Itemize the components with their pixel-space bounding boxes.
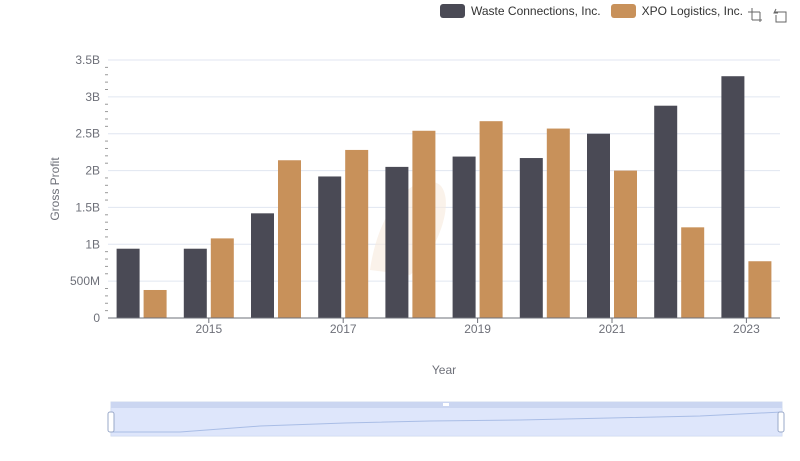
y-tick-label: 1B <box>85 237 100 251</box>
bar-xpo-logistics-2023[interactable] <box>748 261 772 318</box>
bar-waste-connections-2018[interactable] <box>385 166 409 318</box>
bar-xpo-logistics-2019[interactable] <box>479 121 503 318</box>
bar-waste-connections-2021[interactable] <box>587 133 610 318</box>
bar-waste-connections-2020[interactable] <box>519 158 543 318</box>
x-axis-title: Year <box>432 363 456 377</box>
bar-waste-connections-2014[interactable] <box>116 248 140 318</box>
grid-lines <box>108 59 780 282</box>
y-axis-ticks: 0 500M 1B 1.5B 2B 2.5B 3B 3.5B <box>70 53 108 325</box>
y-tick-label: 3.5B <box>75 53 100 67</box>
x-tick-label: 2015 <box>195 322 222 336</box>
legend-swatch <box>440 4 465 18</box>
legend-label: XPO Logistics, Inc. <box>641 4 743 18</box>
y-tick-label: 3B <box>85 90 100 104</box>
bar-xpo-logistics-2022[interactable] <box>681 227 705 318</box>
bar-xpo-logistics-2020[interactable] <box>546 128 570 318</box>
bar-xpo-logistics-2018[interactable] <box>412 130 436 318</box>
zoom-icon[interactable] <box>746 6 764 24</box>
y-tick-label: 2B <box>85 164 100 178</box>
bar-waste-connections-2017[interactable] <box>318 176 342 318</box>
x-tick-label: 2023 <box>733 322 760 336</box>
bar-xpo-logistics-2021[interactable] <box>614 170 637 318</box>
bar-waste-connections-2016[interactable] <box>251 213 274 318</box>
bar-waste-connections-2022[interactable] <box>654 105 678 319</box>
data-zoom-slider[interactable] <box>107 401 785 437</box>
bar-xpo-logistics-2017[interactable] <box>345 149 369 318</box>
legend-swatch <box>610 4 636 18</box>
bar-waste-connections-2015[interactable] <box>183 248 207 318</box>
legend-item-xpo-logistics[interactable]: XPO Logistics, Inc. <box>610 4 743 18</box>
y-tick-label: 2.5B <box>75 127 100 141</box>
x-tick-label: 2019 <box>464 322 491 336</box>
x-tick-label: 2021 <box>599 322 626 336</box>
y-tick-label: 500M <box>70 274 100 288</box>
restore-icon[interactable] <box>772 6 790 24</box>
slider-preview-line <box>111 411 783 433</box>
bar-waste-connections-2019[interactable] <box>452 156 476 318</box>
bars <box>116 76 772 319</box>
legend-item-waste-connections[interactable]: Waste Connections, Inc. <box>440 4 601 18</box>
legend: Waste Connections, Inc. XPO Logistics, I… <box>440 4 743 18</box>
bar-xpo-logistics-2015[interactable] <box>210 238 234 318</box>
slider-handle-left[interactable] <box>107 411 115 433</box>
x-axis-ticks: 2015 2017 2019 2021 2023 <box>195 318 760 336</box>
bar-xpo-logistics-2016[interactable] <box>278 160 301 318</box>
y-tick-label: 0 <box>93 311 100 325</box>
legend-label: Waste Connections, Inc. <box>471 4 601 18</box>
slider-handle-right[interactable] <box>777 411 785 433</box>
bar-waste-connections-2023[interactable] <box>721 76 745 319</box>
y-axis-title: Gross Profit <box>48 157 62 221</box>
y-tick-label: 1.5B <box>75 200 100 214</box>
bar-xpo-logistics-2014[interactable] <box>143 289 167 318</box>
slider-grip[interactable] <box>443 403 449 406</box>
x-tick-label: 2017 <box>330 322 357 336</box>
chart-toolbar <box>746 6 790 24</box>
